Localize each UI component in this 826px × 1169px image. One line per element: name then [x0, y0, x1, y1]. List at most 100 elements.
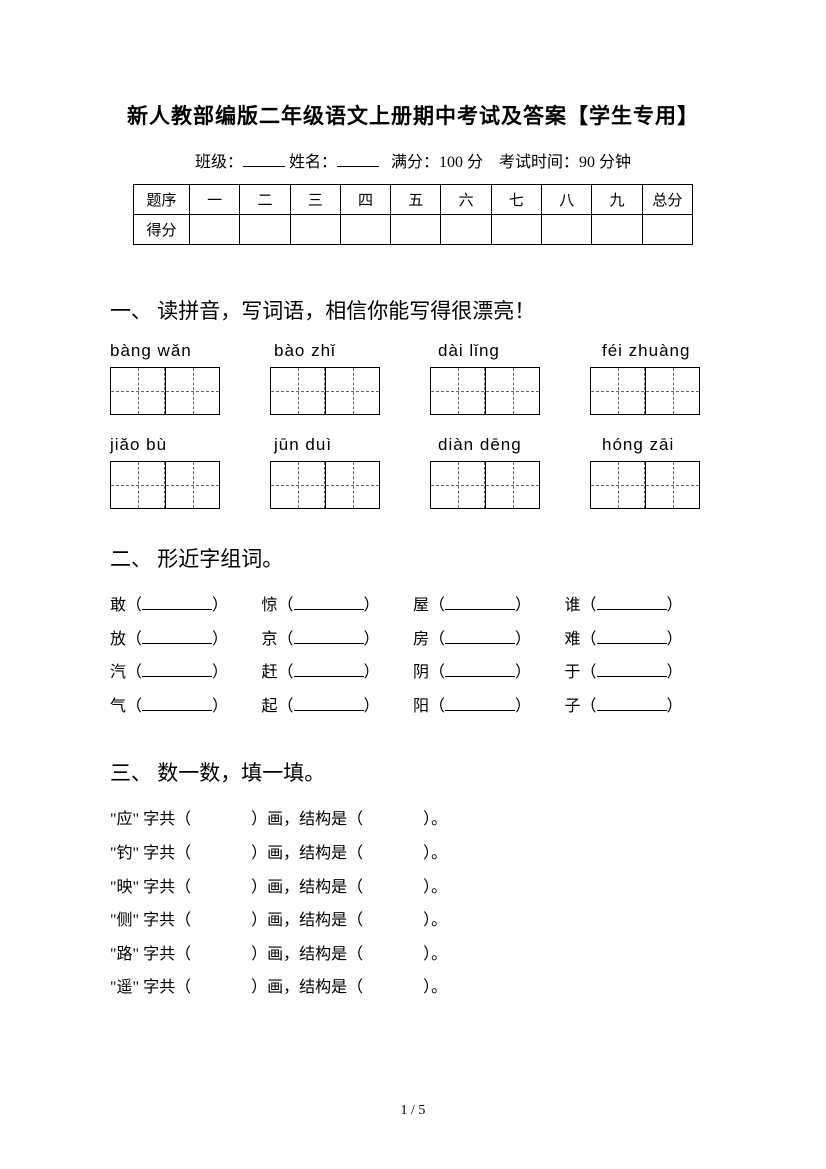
q2-blank[interactable] [445, 598, 515, 610]
write-box[interactable] [590, 461, 700, 509]
q2-blank[interactable] [597, 598, 667, 610]
q2-char: 起 [262, 690, 278, 724]
q2-char: 汽 [110, 656, 126, 690]
q3-row: "映" 字共（）画，结构是（）。 [110, 871, 716, 905]
td-score[interactable] [642, 215, 692, 245]
name-blank[interactable] [337, 153, 379, 167]
q2-cell: 于（） [565, 656, 717, 690]
name-label: 姓名： [289, 154, 337, 171]
pinyin-item: bào zhǐ [274, 341, 388, 361]
td-score[interactable] [240, 215, 290, 245]
pinyin-item: jūn duì [274, 435, 388, 455]
writebox-row [110, 367, 716, 415]
q2-blank[interactable] [597, 665, 667, 677]
q2-blank[interactable] [294, 632, 364, 644]
q2-char: 屋 [413, 589, 429, 623]
q3-char: 遥 [117, 979, 133, 996]
q2-cell: 阳（） [413, 690, 565, 724]
td-score[interactable] [441, 215, 491, 245]
pinyin-row: bàng wǎn bào zhǐ dài lǐng féi zhuàng [110, 341, 716, 361]
q2-char: 难 [565, 623, 581, 657]
write-box[interactable] [270, 461, 380, 509]
td-score[interactable] [340, 215, 390, 245]
q2-char: 房 [413, 623, 429, 657]
q2-blank[interactable] [142, 665, 212, 677]
th-9: 九 [592, 185, 642, 215]
th-1: 一 [190, 185, 240, 215]
fullscore-value: 100 分 [439, 154, 483, 171]
table-row: 题序 一 二 三 四 五 六 七 八 九 总分 [134, 185, 693, 215]
time-label: 考试时间： [499, 154, 579, 171]
q3-text: ）画，结构是（ [251, 912, 363, 929]
q3-row: "路" 字共（）画，结构是（）。 [110, 938, 716, 972]
q3-text: 字共（ [143, 979, 191, 996]
q3-text: ）画，结构是（ [251, 845, 363, 862]
pinyin-item: bàng wǎn [110, 341, 224, 361]
q3-row: "侧" 字共（）画，结构是（）。 [110, 904, 716, 938]
q2-char: 赶 [262, 656, 278, 690]
section2-title: 二、 形近字组词。 [110, 543, 716, 573]
q3-row: "应" 字共（）画，结构是（）。 [110, 803, 716, 837]
q2-char: 放 [110, 623, 126, 657]
pinyin-item: diàn dēng [438, 435, 552, 455]
pinyin-item: hóng zāi [602, 435, 716, 455]
q2-blank[interactable] [142, 598, 212, 610]
q3-text: ）。 [423, 879, 447, 896]
q2-blank[interactable] [597, 632, 667, 644]
q2-blank[interactable] [445, 665, 515, 677]
write-box[interactable] [590, 367, 700, 415]
q3-text: ）。 [423, 845, 447, 862]
q2-cell: 阴（） [413, 656, 565, 690]
section3-list: "应" 字共（）画，结构是（）。 "钓" 字共（）画，结构是（）。 "映" 字共… [110, 803, 716, 1005]
q3-text: ）画，结构是（ [251, 946, 363, 963]
write-box[interactable] [110, 367, 220, 415]
q3-row: "钓" 字共（）画，结构是（）。 [110, 837, 716, 871]
q2-blank[interactable] [597, 699, 667, 711]
class-blank[interactable] [243, 153, 285, 167]
q3-row: "遥" 字共（）画，结构是（）。 [110, 971, 716, 1005]
write-box[interactable] [430, 461, 540, 509]
td-score[interactable] [190, 215, 240, 245]
q2-char: 阴 [413, 656, 429, 690]
q2-row: 放（） 京（） 房（） 难（） [110, 623, 716, 657]
q3-text: ）。 [423, 912, 447, 929]
q2-cell: 气（） [110, 690, 262, 724]
q2-blank[interactable] [445, 632, 515, 644]
q2-blank[interactable] [294, 598, 364, 610]
q3-char: 应 [117, 811, 133, 828]
q3-text: 字共（ [143, 845, 191, 862]
q2-blank[interactable] [294, 665, 364, 677]
th-3: 三 [290, 185, 340, 215]
td-score[interactable] [491, 215, 541, 245]
q2-blank[interactable] [142, 699, 212, 711]
q2-blank[interactable] [142, 632, 212, 644]
write-box[interactable] [270, 367, 380, 415]
q2-char: 谁 [565, 589, 581, 623]
td-score[interactable] [391, 215, 441, 245]
q3-text: 字共（ [143, 879, 191, 896]
th-5: 五 [391, 185, 441, 215]
q2-char: 子 [565, 690, 581, 724]
write-box[interactable] [430, 367, 540, 415]
q3-char: 映 [117, 879, 133, 896]
doc-title: 新人教部编版二年级语文上册期中考试及答案【学生专用】 [110, 100, 716, 130]
q2-cell: 起（） [262, 690, 414, 724]
q2-char: 阳 [413, 690, 429, 724]
td-score[interactable] [290, 215, 340, 245]
q2-blank[interactable] [294, 699, 364, 711]
td-score[interactable] [542, 215, 592, 245]
q2-cell: 惊（） [262, 589, 414, 623]
q3-text: ）。 [423, 946, 447, 963]
section2-grid: 敢（） 惊（） 屋（） 谁（） 放（） 京（） 房（） 难（） 汽（） 赶（） … [110, 589, 716, 723]
section3-title: 三、 数一数，填一填。 [110, 757, 716, 787]
q3-text: 字共（ [143, 811, 191, 828]
th-6: 六 [441, 185, 491, 215]
q3-text: ）。 [423, 811, 447, 828]
pinyin-item: dài lǐng [438, 341, 552, 361]
td-score[interactable] [592, 215, 642, 245]
exam-header-line: 班级： 姓名： 满分：100 分 考试时间：90 分钟 [110, 148, 716, 172]
q2-cell: 子（） [565, 690, 717, 724]
q3-text: ）画，结构是（ [251, 979, 363, 996]
write-box[interactable] [110, 461, 220, 509]
q2-blank[interactable] [445, 699, 515, 711]
